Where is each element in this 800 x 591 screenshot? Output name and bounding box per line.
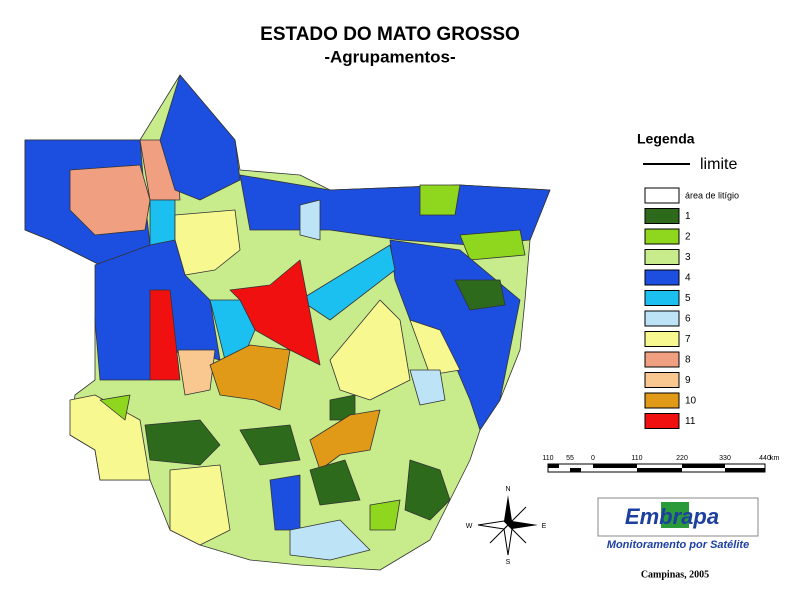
legend-swatch (644, 372, 680, 388)
legend-label: 7 (685, 334, 691, 345)
logo: Embrapa Monitoramento por Satélite (597, 497, 759, 551)
region (177, 349, 216, 396)
scale-bar: 110 55 0 110 220 330 440 km (542, 455, 780, 473)
compass-east: E (542, 523, 547, 530)
map-subtitle: -Agrupamentos- (324, 47, 455, 66)
region (409, 369, 446, 406)
scale-label: 440 (759, 455, 771, 462)
region (69, 394, 151, 481)
scale-unit: km (770, 455, 780, 462)
legend: área de litígio 1 2 3 4 5 6 7 8 9 10 11 (644, 187, 739, 429)
legend-swatch (644, 310, 680, 327)
legend-swatch (644, 413, 680, 429)
compass-rose: N S E W (466, 486, 547, 566)
legend-swatch (644, 269, 680, 286)
region (99, 394, 131, 421)
region (454, 279, 506, 311)
legend-label: 9 (685, 375, 691, 386)
state-map (24, 74, 551, 571)
legend-label: área de litígio (685, 190, 739, 200)
map-title: ESTADO DO MATO GROSSO (260, 24, 520, 45)
legend-label: 1 (685, 211, 691, 222)
compass-north: N (505, 486, 510, 493)
legend-swatch (644, 228, 680, 245)
legend-swatch (644, 249, 680, 265)
scale-label: 110 (542, 455, 553, 462)
region (289, 519, 371, 561)
legend-swatch (644, 331, 680, 347)
legend-swatch (644, 187, 680, 204)
legend-swatch (644, 208, 680, 224)
legend-swatch (644, 351, 680, 368)
region (159, 74, 241, 201)
compass-west: W (466, 523, 473, 530)
region (459, 229, 526, 261)
region (144, 419, 221, 466)
region (309, 459, 361, 506)
region (299, 244, 396, 321)
legend-label: 8 (685, 355, 691, 366)
legend-label: 10 (685, 396, 697, 407)
region (329, 299, 411, 401)
region (419, 184, 461, 216)
logo-name: Embrapa (625, 504, 719, 529)
legend-line-label: limite (700, 156, 737, 173)
legend-label: 3 (685, 252, 691, 263)
region (149, 289, 181, 381)
region (209, 344, 291, 411)
legend-label: 6 (685, 314, 691, 325)
scale-label: 220 (676, 455, 688, 462)
compass-south: S (506, 559, 511, 566)
legend-swatch (644, 290, 680, 306)
region (409, 319, 461, 376)
legend-label: 2 (685, 232, 691, 243)
scale-label: 0 (591, 455, 595, 462)
logo-tagline: Monitoramento por Satélite (607, 539, 749, 551)
legend-label: 5 (685, 293, 691, 304)
region (369, 499, 401, 531)
legend-label: 11 (685, 416, 696, 427)
region (404, 459, 451, 521)
region (299, 199, 321, 241)
scale-label: 330 (719, 455, 731, 462)
legend-title: Legenda (637, 131, 695, 147)
footer: Campinas, 2005 (641, 569, 709, 580)
region (269, 474, 301, 531)
region (239, 424, 301, 466)
scale-label: 110 (631, 455, 642, 462)
region (169, 464, 231, 546)
legend-label: 4 (685, 273, 691, 284)
scale-label: 55 (566, 455, 574, 462)
region (69, 164, 151, 236)
legend-swatch (644, 392, 680, 409)
